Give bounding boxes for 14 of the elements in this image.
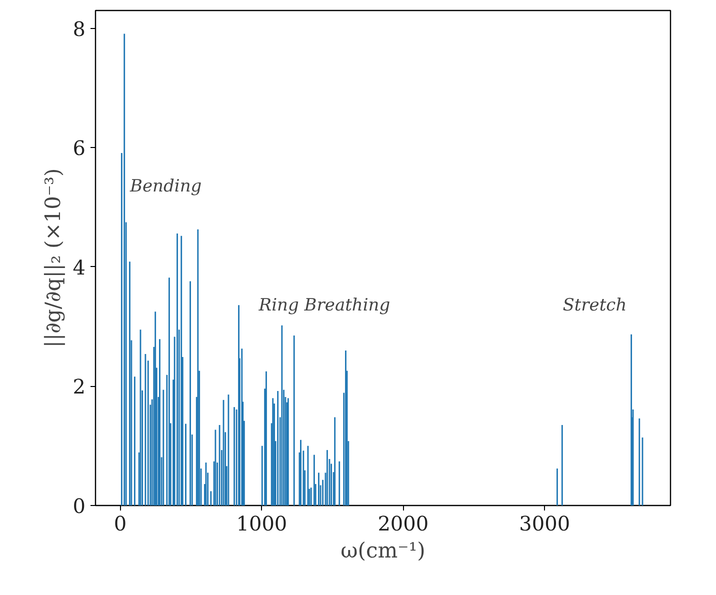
x-tick-label: 3000 bbox=[519, 512, 570, 536]
y-tick-label: 8 bbox=[72, 16, 86, 41]
y-axis-title: ||∂g/∂q||₂ (×10⁻³) bbox=[40, 168, 65, 348]
x-axis-title: ω(cm⁻¹) bbox=[340, 538, 426, 562]
x-tick-label: 0 bbox=[114, 512, 127, 536]
y-tick-label: 4 bbox=[72, 255, 86, 280]
annotation: Ring Breathing bbox=[258, 296, 390, 316]
annotation: Stretch bbox=[562, 296, 627, 316]
y-tick-label: 0 bbox=[72, 494, 86, 518]
x-tick-label: 2000 bbox=[378, 512, 429, 536]
y-tick-label: 6 bbox=[72, 136, 86, 160]
y-tick-label: 2 bbox=[72, 374, 86, 399]
annotation: Bending bbox=[129, 176, 202, 197]
x-tick-label: 1000 bbox=[236, 512, 288, 536]
